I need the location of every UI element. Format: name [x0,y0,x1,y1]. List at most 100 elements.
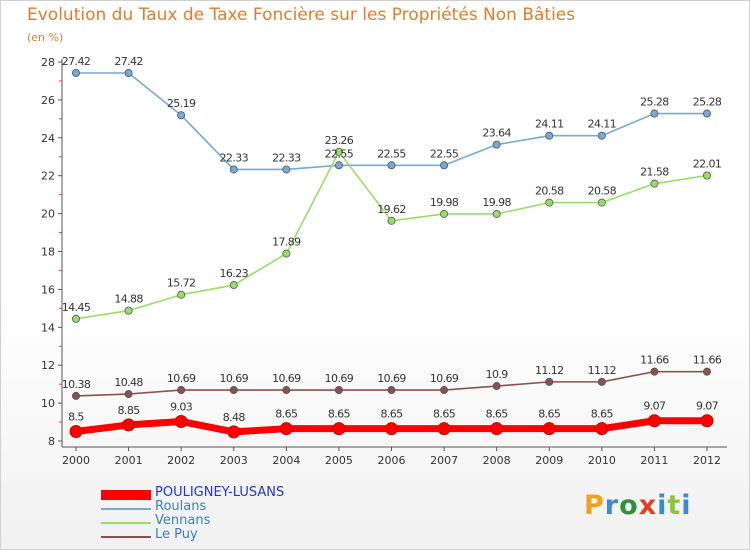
data-point-roulans [72,68,81,77]
data-point-roulans [703,109,712,118]
data-point-vennans [703,171,712,180]
logo-letter: P [584,490,605,521]
data-point-roulans [597,131,606,140]
logo-letter: t [667,490,682,521]
data-label-vennans: 19.98 [482,196,511,209]
data-point-vennans [492,209,501,218]
data-label-pouligney-lusans: 8.65 [591,408,614,421]
data-point-le-puy [282,386,291,395]
chart-unit-label: (en %) [27,31,64,44]
data-label-roulans: 25.19 [167,97,196,110]
label-layer: 27.42 27.42 25.19 22.33 22.33 22.55 22.55 22.55… [62,55,723,424]
legend-label: Vennans [155,513,211,528]
data-label-pouligney-lusans: 8.65 [380,408,403,421]
x-tick-label: 2007 [430,454,458,467]
data-point-pouligney-lusans [595,422,609,436]
data-point-pouligney-lusans [385,422,398,436]
data-label-vennans: 20.58 [535,185,564,198]
y-tick-label: 16 [41,283,55,296]
data-point-roulans [124,68,133,77]
data-label-le-puy: 10.69 [325,372,354,385]
data-point-pouligney-lusans [490,422,504,436]
data-point-le-puy [229,386,238,395]
x-tick-label: 2000 [62,454,90,467]
legend-label: Roulans [155,499,207,514]
logo-letter: r [604,490,620,521]
data-point-vennans [72,314,81,323]
logo-letter: x [638,490,658,521]
data-point-roulans [282,165,291,174]
data-label-roulans: 25.28 [640,96,669,109]
data-label-pouligney-lusans: 9.03 [170,400,193,413]
legend-item-roulans: Roulans [101,499,341,515]
data-label-vennans: 22.01 [693,158,722,171]
x-tick-label: 2002 [167,454,195,467]
data-label-le-puy: 10.69 [167,372,196,385]
legend-swatch [101,490,151,500]
legend-label: Le Puy [155,527,198,542]
x-tick-label: 2009 [535,454,563,467]
legend: POULIGNEY-LUSANS Roulans Vennans Le Puy [101,485,341,543]
data-label-le-puy: 10.69 [220,372,249,385]
y-tick-label: 20 [41,208,55,221]
data-label-roulans: 22.33 [272,151,301,164]
data-label-pouligney-lusans: 8.5 [68,411,84,424]
data-label-le-puy: 11.12 [535,364,564,377]
data-point-pouligney-lusans [174,414,188,428]
data-label-pouligney-lusans: 8.65 [538,408,561,421]
data-point-vennans [124,306,133,315]
legend-item-vennans: Vennans [101,513,341,529]
data-label-pouligney-lusans: 8.65 [328,408,351,421]
x-tick-label: 2012 [693,454,721,467]
data-label-roulans: 22.55 [430,147,459,160]
data-point-pouligney-lusans [279,422,293,436]
data-label-vennans: 16.23 [220,267,249,280]
data-label-le-puy: 10.38 [62,378,91,391]
data-label-pouligney-lusans: 8.48 [223,411,246,424]
y-tick-label: 8 [48,435,55,448]
data-label-roulans: 27.42 [114,55,143,68]
data-point-roulans [177,111,186,120]
data-point-vennans [545,198,554,207]
data-label-roulans: 23.64 [482,127,511,140]
data-label-pouligney-lusans: 8.65 [486,408,509,421]
logo-letter: i [657,490,668,521]
y-tick-label: 10 [41,397,55,410]
data-point-vennans [282,249,291,258]
data-point-roulans [650,109,659,118]
data-label-le-puy: 10.9 [486,368,509,381]
legend-swatch [101,508,151,510]
data-label-vennans: 20.58 [588,185,617,198]
data-label-le-puy: 10.69 [430,372,459,385]
data-point-roulans [545,131,554,140]
data-point-pouligney-lusans [332,422,346,436]
data-label-roulans: 27.42 [62,55,91,68]
legend-label: POULIGNEY-LUSANS [155,485,285,500]
data-label-vennans: 15.72 [167,277,196,290]
data-point-le-puy [124,390,133,399]
logo-letter: o [619,490,639,521]
data-label-le-puy: 10.69 [272,372,301,385]
data-point-le-puy [492,382,501,391]
x-tick-label: 2001 [115,454,143,467]
series-layer [69,68,714,439]
x-tick-label: 2004 [272,454,300,467]
data-point-pouligney-lusans [122,418,136,432]
data-label-roulans: 22.55 [377,147,406,160]
data-point-roulans [492,140,501,149]
y-tick-label: 22 [41,170,55,183]
data-point-vennans [650,179,659,188]
data-label-roulans: 22.55 [325,147,354,160]
x-tick-label: 2011 [640,454,668,467]
data-point-pouligney-lusans [227,425,241,439]
y-tick-label: 26 [41,94,55,107]
data-point-pouligney-lusans [437,422,451,436]
data-label-pouligney-lusans: 8.65 [275,408,298,421]
data-point-vennans [597,198,606,207]
x-tick-label: 2005 [325,454,353,467]
data-label-roulans: 22.33 [220,151,249,164]
data-point-pouligney-lusans [69,425,83,439]
x-tick-label: 2010 [588,454,616,467]
data-label-le-puy: 10.69 [377,372,406,385]
